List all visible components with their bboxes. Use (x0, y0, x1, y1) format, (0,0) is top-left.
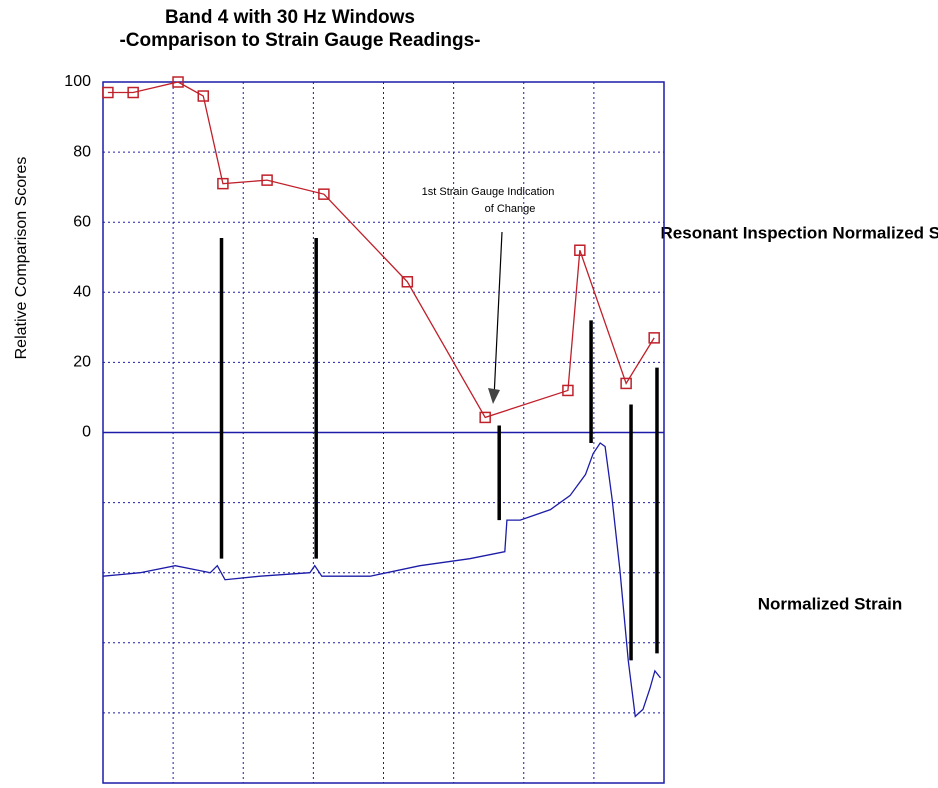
legend-label: Resonant Inspection Normalized Scores (661, 223, 938, 242)
point-marker (172, 76, 184, 88)
y-tick-label: 20 (73, 354, 91, 371)
y-tick-label: 80 (73, 143, 91, 160)
y-tick-label: 0 (82, 424, 91, 441)
annotation-arrowhead (488, 388, 500, 404)
y-tick-label: 40 (73, 284, 91, 301)
chart-subtitle: -Comparison to Strain Gauge Readings- (119, 30, 480, 51)
point-marker (562, 384, 574, 397)
y-tick-label: 100 (64, 73, 91, 90)
point-marker (127, 86, 139, 99)
point-marker (401, 276, 414, 288)
legend-label: Normalized Strain (758, 594, 903, 613)
point-marker (620, 377, 632, 390)
point-marker (318, 188, 330, 200)
point-marker (479, 411, 491, 424)
point-marker (197, 90, 210, 102)
annotation-arrow (493, 231, 503, 399)
plot-frame (102, 81, 665, 784)
y-tick-label: 60 (73, 213, 91, 230)
point-marker (574, 244, 586, 256)
point-marker (261, 174, 273, 186)
series-line (102, 442, 662, 718)
y-axis-label: Relative Comparison Scores (13, 157, 30, 360)
annotation: 1st Strain Gauge Indication (422, 186, 555, 198)
chart-title: Band 4 with 30 Hz Windows (165, 7, 415, 28)
point-marker (102, 86, 114, 99)
series-line (107, 81, 655, 419)
point-marker (648, 332, 660, 344)
annotation: of Change (485, 203, 536, 215)
point-marker (217, 177, 229, 190)
